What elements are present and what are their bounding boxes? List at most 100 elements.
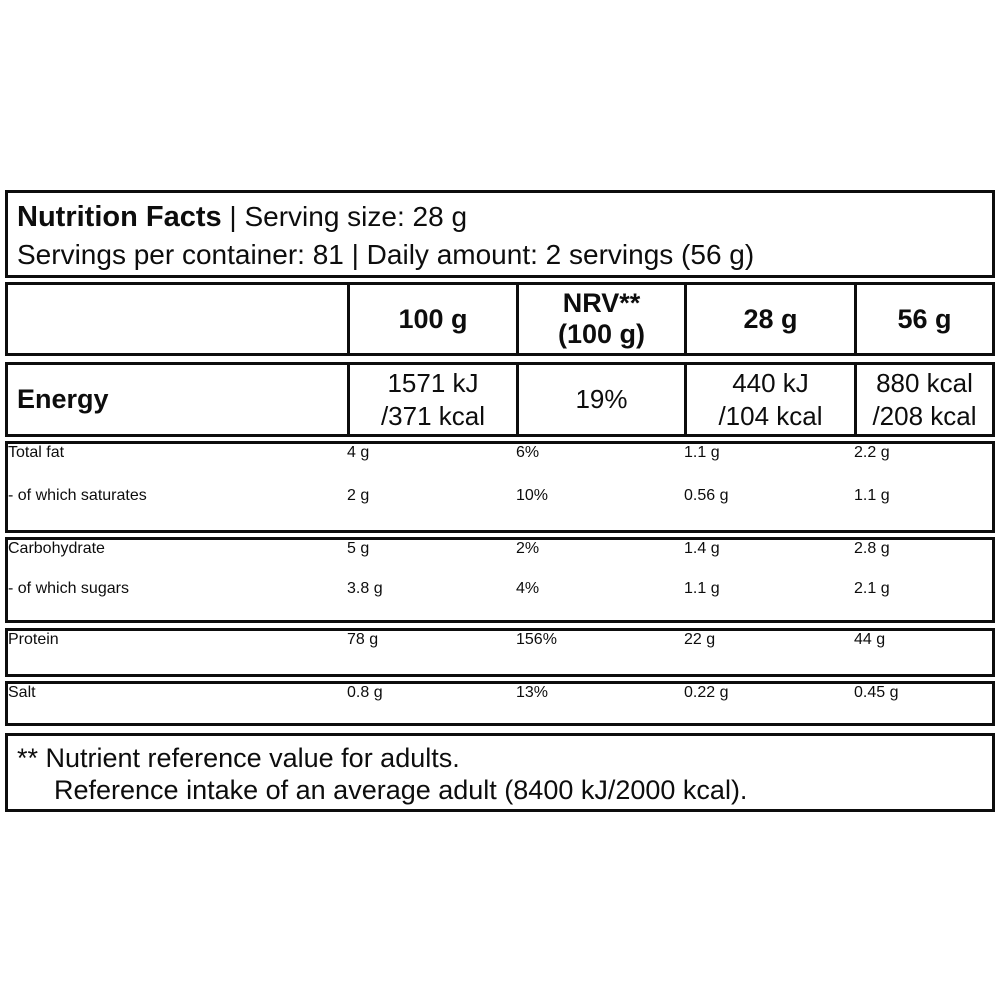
protein-per-100g: 78 g xyxy=(347,631,516,674)
protein-per-56g-text: 44 g xyxy=(854,631,886,648)
footnote-line-2-text: Reference intake of an average adult (84… xyxy=(54,775,748,805)
column-header-100g-text: 100 g xyxy=(398,303,468,334)
row-group-fat: Total fat 4 g 6% 1.1 g 2.2 g - of which … xyxy=(5,441,995,533)
saturates-per-28g-text: 0.56 g xyxy=(684,487,729,504)
saturates-label-text: - of which saturates xyxy=(8,487,147,504)
sugars-per-56g: 2.1 g xyxy=(854,580,992,620)
energy-per-28g-kcal: /104 kcal xyxy=(718,400,823,431)
energy-per-100g: 1571 kJ /371 kcal xyxy=(347,365,516,434)
saturates-nrv-text: 10% xyxy=(516,487,549,504)
energy-nrv: 19% xyxy=(516,365,684,434)
carbohydrate-nrv: 2% xyxy=(516,540,684,580)
carbohydrate-label: Carbohydrate xyxy=(8,540,347,580)
total-fat-label: Total fat xyxy=(8,444,347,487)
sugars-per-28g: 1.1 g xyxy=(684,580,854,620)
carbohydrate-per-56g: 2.8 g xyxy=(854,540,992,580)
salt-per-100g: 0.8 g xyxy=(347,684,516,723)
energy-per-28g-kj: 440 kJ xyxy=(732,367,809,398)
salt-nrv: 13% xyxy=(516,684,684,723)
salt-per-100g-text: 0.8 g xyxy=(347,684,383,701)
energy-per-100g-kj: 1571 kJ xyxy=(387,367,479,398)
sugars-label: - of which sugars xyxy=(8,580,347,620)
protein-per-100g-text: 78 g xyxy=(347,631,379,648)
sugars-per-56g-text: 2.1 g xyxy=(854,580,890,597)
saturates-nrv: 10% xyxy=(516,487,684,530)
saturates-per-56g-text: 1.1 g xyxy=(854,487,890,504)
total-fat-per-56g-text: 2.2 g xyxy=(854,444,890,461)
row-group-carbohydrate: Carbohydrate 5 g 2% 1.4 g 2.8 g - of whi… xyxy=(5,537,995,623)
column-header-nrv-line1: NRV** xyxy=(562,288,641,318)
carbohydrate-per-56g-text: 2.8 g xyxy=(854,540,890,557)
protein-nrv-text: 156% xyxy=(516,631,557,648)
sugars-nrv-text: 4% xyxy=(516,580,540,597)
carbohydrate-per-28g-text: 1.4 g xyxy=(684,540,720,557)
label-header: Nutrition Facts | Serving size: 28 g Ser… xyxy=(5,190,995,278)
row-salt: Salt 0.8 g 13% 0.22 g 0.45 g xyxy=(5,681,995,726)
row-protein: Protein 78 g 156% 22 g 44 g xyxy=(5,628,995,677)
salt-label-text: Salt xyxy=(8,684,36,701)
saturates-per-56g: 1.1 g xyxy=(854,487,992,530)
sugars-label-text: - of which sugars xyxy=(8,580,129,597)
salt-per-56g: 0.45 g xyxy=(854,684,992,723)
salt-per-28g: 0.22 g xyxy=(684,684,854,723)
column-header-nrv: NRV** (100 g) xyxy=(516,285,684,353)
protein-label-text: Protein xyxy=(8,631,59,648)
total-fat-per-100g-text: 4 g xyxy=(347,444,370,461)
column-header-56g: 56 g xyxy=(854,285,992,353)
saturates-per-100g: 2 g xyxy=(347,487,516,530)
total-fat-per-28g: 1.1 g xyxy=(684,444,854,487)
energy-label-text: Energy xyxy=(17,384,109,414)
nutrition-facts-label: Nutrition Facts | Serving size: 28 g Ser… xyxy=(5,190,995,812)
footnote-line-1-text: Nutrient reference value for adults. xyxy=(38,743,460,773)
sugars-per-100g-text: 3.8 g xyxy=(347,580,383,597)
sugars-per-100g: 3.8 g xyxy=(347,580,516,620)
footnote-line-2: Reference intake of an average adult (84… xyxy=(17,774,992,806)
energy-label: Energy xyxy=(8,365,347,434)
salt-nrv-text: 13% xyxy=(516,684,549,701)
total-fat-nrv-text: 6% xyxy=(516,444,540,461)
header-line-1: Nutrition Facts | Serving size: 28 g xyxy=(17,198,992,236)
column-header-28g: 28 g xyxy=(684,285,854,353)
energy-nrv-text: 19% xyxy=(575,384,628,414)
energy-per-56g: 880 kcal /208 kcal xyxy=(854,365,992,434)
servings-per-container-text: Servings per container: 81 | Daily amoun… xyxy=(17,239,755,270)
carbohydrate-per-100g-text: 5 g xyxy=(347,540,370,557)
energy-per-28g: 440 kJ /104 kcal xyxy=(684,365,854,434)
energy-per-100g-kcal: /371 kcal xyxy=(380,400,486,431)
footnote-line-1: ** Nutrient reference value for adults. xyxy=(17,742,992,774)
salt-label: Salt xyxy=(8,684,347,723)
saturates-label: - of which saturates xyxy=(8,487,347,530)
total-fat-per-100g: 4 g xyxy=(347,444,516,487)
header-line-2: Servings per container: 81 | Daily amoun… xyxy=(17,236,992,273)
saturates-per-100g-text: 2 g xyxy=(347,487,370,504)
total-fat-per-28g-text: 1.1 g xyxy=(684,444,720,461)
saturates-per-28g: 0.56 g xyxy=(684,487,854,530)
label-title: Nutrition Facts xyxy=(17,201,222,233)
total-fat-nrv: 6% xyxy=(516,444,684,487)
column-header-empty xyxy=(8,285,347,353)
protein-per-28g-text: 22 g xyxy=(684,631,716,648)
protein-per-56g: 44 g xyxy=(854,631,992,674)
total-fat-label-text: Total fat xyxy=(8,444,65,461)
salt-per-56g-text: 0.45 g xyxy=(854,684,899,701)
carbohydrate-per-28g: 1.4 g xyxy=(684,540,854,580)
column-header-100g: 100 g xyxy=(347,285,516,353)
protein-nrv: 156% xyxy=(516,631,684,674)
serving-size-text: | Serving size: 28 g xyxy=(221,201,468,232)
protein-label: Protein xyxy=(8,631,347,674)
carbohydrate-label-text: Carbohydrate xyxy=(8,540,105,557)
column-header-28g-text: 28 g xyxy=(743,303,798,334)
sugars-per-28g-text: 1.1 g xyxy=(684,580,720,597)
column-header-56g-text: 56 g xyxy=(897,303,952,334)
energy-per-56g-kcal: /208 kcal xyxy=(872,400,977,431)
protein-per-28g: 22 g xyxy=(684,631,854,674)
column-header-row: 100 g NRV** (100 g) 28 g 56 g xyxy=(5,282,995,356)
energy-per-56g-kj: 880 kcal xyxy=(876,367,973,398)
column-header-nrv-line2: (100 g) xyxy=(557,319,646,349)
carbohydrate-per-100g: 5 g xyxy=(347,540,516,580)
sugars-nrv: 4% xyxy=(516,580,684,620)
footnote-marker: ** xyxy=(17,743,39,773)
total-fat-per-56g: 2.2 g xyxy=(854,444,992,487)
salt-per-28g-text: 0.22 g xyxy=(684,684,729,701)
row-energy: Energy 1571 kJ /371 kcal 19% 440 kJ /104… xyxy=(5,362,995,437)
